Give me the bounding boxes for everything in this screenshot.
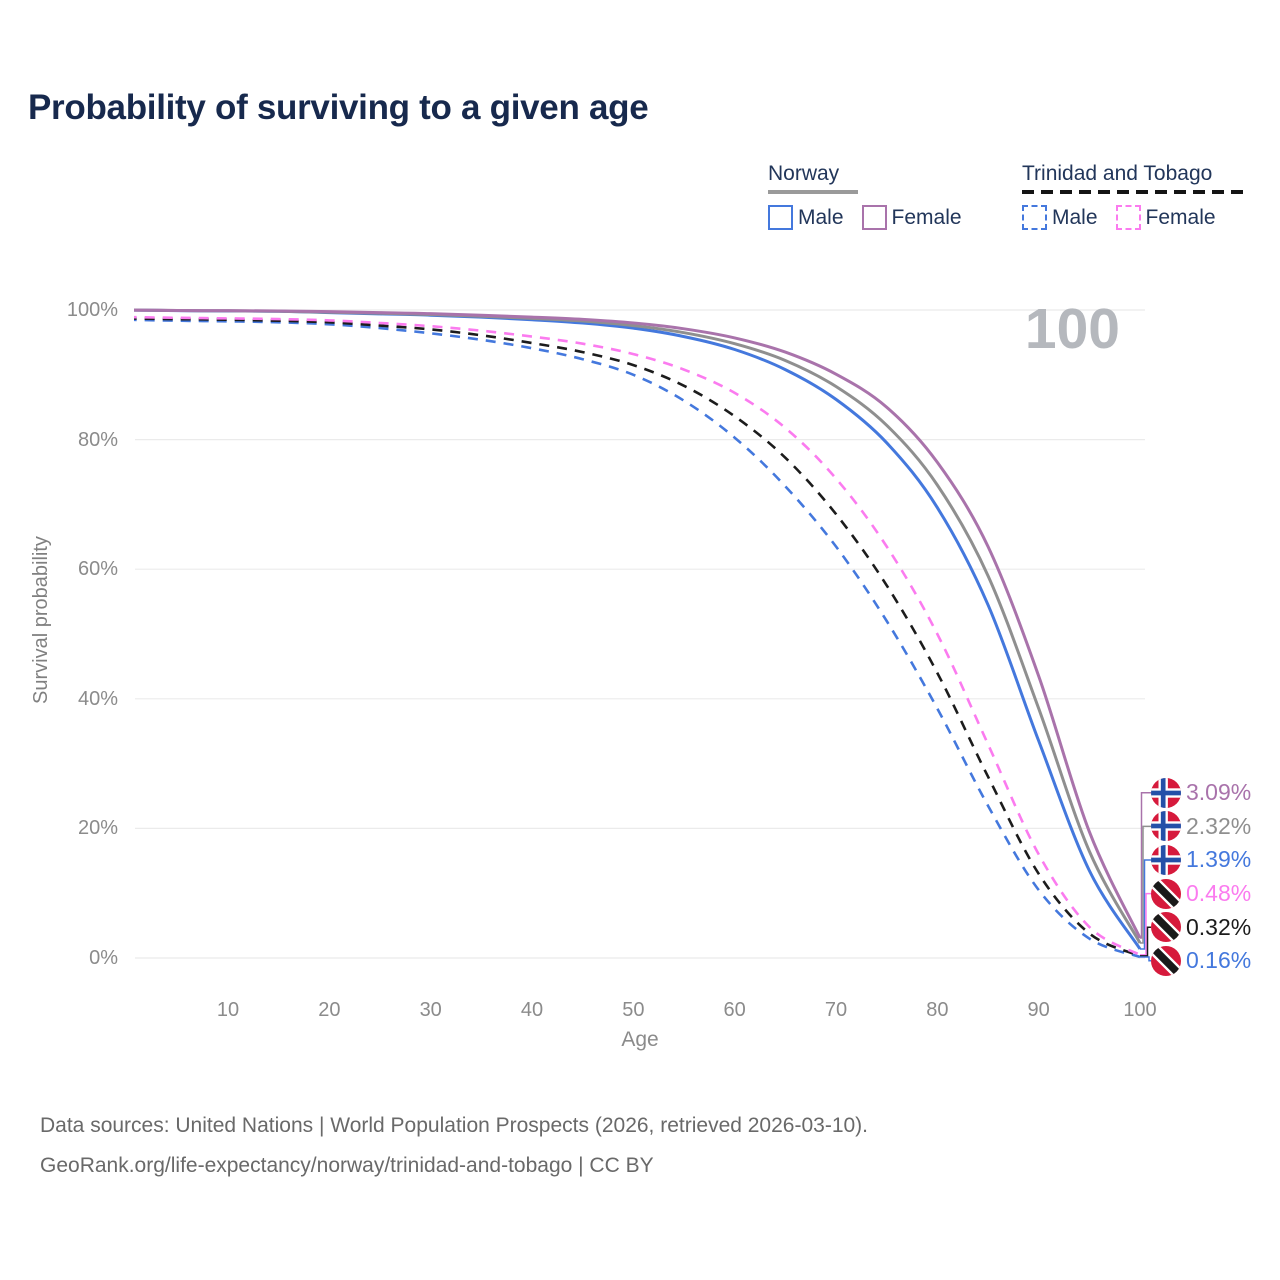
legend-item-tt-female[interactable]: Female (1115, 205, 1216, 230)
end-label-connector (1140, 825, 1151, 944)
end-label-connector (1140, 792, 1151, 939)
footer: Data sources: United Nations | World Pop… (40, 1106, 868, 1186)
y-tick-label: 100% (66, 299, 118, 321)
x-tick-label: 20 (318, 999, 341, 1021)
end-label-row: 2.32% (1151, 810, 1276, 844)
end-label-value: 2.32% (1186, 812, 1252, 839)
series-line-trinidad-and-tobago-female[interactable] (127, 315, 1141, 957)
legend-item-tt-male[interactable]: Male (1022, 205, 1098, 230)
x-tick-label: 50 (622, 999, 645, 1021)
end-label-connector (1140, 926, 1151, 957)
end-label-value: 1.39% (1186, 846, 1252, 873)
end-label-value: 0.16% (1186, 947, 1252, 974)
series-line-trinidad-and-tobago-both-sexes[interactable] (127, 317, 1141, 958)
series-line-trinidad-and-tobago-male[interactable] (127, 318, 1141, 959)
legend-label: Female (1145, 205, 1216, 229)
series-line-norway-both-sexes[interactable] (127, 308, 1142, 944)
y-tick-label: 80% (77, 428, 118, 451)
end-label-value: 3.09% (1186, 779, 1252, 806)
end-labels: 3.09% 2.32% 1.39% 0.48% 0.32% (1151, 776, 1276, 978)
end-label-row: 0.48% (1151, 877, 1276, 911)
series-line-norway-female[interactable] (127, 308, 1142, 939)
y-tick-label: 40% (77, 687, 118, 710)
legend-group-trinidad-and-tobago: Trinidad and Tobago Male Female (1022, 162, 1248, 230)
end-label-row: 3.09% (1151, 776, 1276, 810)
x-tick-label: 40 (520, 999, 544, 1021)
end-label-row: 0.32% (1151, 910, 1276, 944)
x-tick-label: 10 (216, 999, 240, 1021)
x-tick-label: 90 (1027, 999, 1050, 1021)
y-tick-label: 60% (77, 558, 118, 581)
y-tick-label: 20% (77, 817, 118, 840)
y-tick-label: 0% (89, 947, 118, 969)
attribution-text: GeoRank.org/life-expectancy/norway/trini… (40, 1154, 654, 1177)
legend-group-norway: Norway Male Female (768, 162, 962, 230)
legend-label: Female (891, 205, 962, 229)
series-line-norway-male[interactable] (127, 308, 1142, 950)
tt-female-swatch-icon (1115, 205, 1141, 230)
trinidad-and-tobago-flag-icon (1151, 945, 1181, 976)
x-axis-title: Age (621, 1028, 659, 1051)
legend-label: Male (1052, 205, 1098, 229)
data-sources-text: Data sources: United Nations | World Pop… (40, 1114, 869, 1137)
trinidad-and-tobago-flag-icon (1151, 878, 1181, 909)
tt-male-swatch-icon (1022, 205, 1047, 230)
x-tick-label: 60 (723, 999, 746, 1021)
end-label-connector (1140, 892, 1151, 956)
norway-flag-icon (1151, 777, 1181, 808)
norway-flag-icon (1151, 811, 1181, 842)
x-tick-label: 100 (1123, 999, 1157, 1021)
end-label-row: 0.16% (1151, 944, 1276, 978)
legend-underline-solid (768, 190, 858, 194)
hovered-age-readout: 100 (1024, 297, 1120, 361)
end-label-row: 1.39% (1151, 843, 1276, 877)
end-label-value: 0.32% (1186, 913, 1252, 940)
end-label-connector (1140, 859, 1151, 950)
legend-item-norway-male[interactable]: Male (768, 205, 844, 230)
page-title: Probability of surviving to a given age (28, 88, 649, 127)
legend-country-trinidad-and-tobago: Trinidad and Tobago (1022, 162, 1213, 185)
legend-label: Male (798, 205, 844, 229)
trinidad-and-tobago-flag-icon (1151, 912, 1181, 943)
legend-country-norway: Norway (768, 162, 840, 185)
end-label-connector (1140, 956, 1151, 962)
norway-female-swatch-icon (861, 205, 887, 230)
x-tick-label: 80 (926, 999, 949, 1021)
norway-male-swatch-icon (768, 205, 793, 230)
norway-flag-icon (1151, 844, 1181, 875)
legend-item-norway-female[interactable]: Female (861, 205, 962, 230)
legend-underline-dashed (1022, 190, 1248, 194)
x-tick-label: 70 (824, 999, 848, 1021)
end-label-value: 0.48% (1186, 880, 1252, 907)
x-tick-label: 30 (419, 999, 442, 1021)
